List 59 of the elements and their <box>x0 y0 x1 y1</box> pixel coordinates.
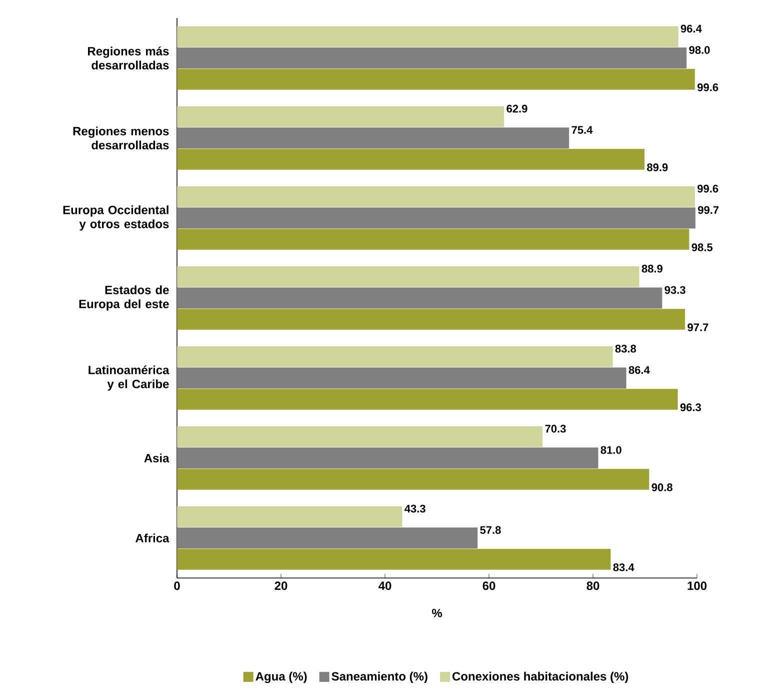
bar <box>177 208 696 228</box>
data-label: 99.6 <box>698 184 718 193</box>
bar <box>177 48 687 68</box>
bar <box>177 26 678 48</box>
data-label: 81.0 <box>600 446 622 454</box>
bar <box>177 448 598 468</box>
bar <box>177 388 678 410</box>
x-tick-label: 80 <box>586 582 600 590</box>
x-tick-label: 0 <box>174 582 180 590</box>
data-label: 90.8 <box>652 483 672 492</box>
data-label: 57.8 <box>480 526 501 534</box>
y-tick-label: Estados de Europa del este <box>79 285 169 311</box>
y-tick-label: Europa Occidental y otros estados <box>63 205 169 231</box>
y-tick-label: Asia <box>144 454 170 462</box>
bar <box>177 346 613 368</box>
x-tick-label: 60 <box>482 582 496 590</box>
data-label: 89.9 <box>647 163 668 172</box>
data-label: 97.7 <box>688 323 708 332</box>
legend-label: Agua (%) <box>256 672 307 684</box>
bar <box>177 548 611 570</box>
x-tick-label: 40 <box>378 582 392 590</box>
data-label: 43.3 <box>404 504 426 513</box>
data-label: 98.5 <box>692 243 713 252</box>
data-label: 83.8 <box>615 344 636 353</box>
bar <box>177 426 543 448</box>
data-label: 93.3 <box>664 286 686 294</box>
data-label: 75.4 <box>572 126 593 134</box>
legend-label: Conexiones habitacionales (%) <box>452 672 628 683</box>
data-label: 88.9 <box>642 264 662 273</box>
data-label: 70.3 <box>545 424 566 433</box>
bar <box>177 308 686 330</box>
bar <box>177 68 695 90</box>
data-label: 62.9 <box>506 104 528 113</box>
bar <box>177 228 690 250</box>
bar <box>177 468 650 490</box>
x-tick-label: 100 <box>688 582 707 590</box>
bar <box>177 106 504 128</box>
bar <box>177 266 640 288</box>
bar <box>177 528 478 548</box>
y-tick-label: Latinoamérica y el Caribe <box>88 365 170 391</box>
bar <box>177 148 644 170</box>
bar <box>177 368 626 388</box>
data-label: 86.4 <box>628 366 650 374</box>
data-label: 99.7 <box>698 206 719 214</box>
bar <box>177 288 662 308</box>
bar <box>177 186 695 208</box>
data-label: 99.6 <box>698 83 718 92</box>
data-label: 83.4 <box>613 563 634 572</box>
bar <box>177 128 570 148</box>
x-axis-title: % <box>432 608 442 618</box>
bar <box>177 506 402 528</box>
data-label: 96.4 <box>680 24 702 33</box>
y-tick-label: Regiones menos desarrolladas <box>73 126 169 150</box>
data-label: 98.0 <box>689 46 710 54</box>
y-tick-label: Africa <box>136 534 170 542</box>
legend-label: Saneamiento (%) <box>332 672 428 683</box>
data-label: 96.3 <box>680 403 701 412</box>
y-tick-label: Regiones más desarrolladas <box>88 46 169 70</box>
x-tick-label: 20 <box>274 582 288 590</box>
